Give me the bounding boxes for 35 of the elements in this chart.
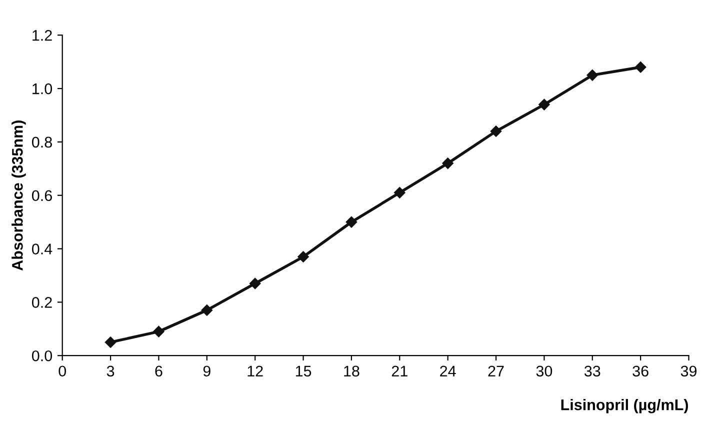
point xyxy=(153,326,164,338)
x-tick-label: 18 xyxy=(344,366,360,377)
y-tick-label: 1.2 xyxy=(32,30,52,41)
y-tick-label: 0.0 xyxy=(32,350,52,362)
x-tick-label: 30 xyxy=(536,366,552,377)
y-tick-label: 1.0 xyxy=(32,83,52,94)
x-tick-label: 24 xyxy=(440,366,456,376)
x-tick-label: 36 xyxy=(632,366,648,377)
y-tick-label: 0.2 xyxy=(32,297,52,308)
x-tick-label: 3 xyxy=(106,366,114,377)
x-tick-label: 15 xyxy=(296,366,312,377)
y-tick-label: 0.8 xyxy=(32,136,52,148)
y-axis-title: Absorbance (335nm) xyxy=(12,120,26,271)
x-tick-label: 27 xyxy=(488,366,504,376)
x-tick-label: 0 xyxy=(58,366,66,377)
x-tick-label: 21 xyxy=(392,366,408,376)
point xyxy=(104,336,116,348)
point xyxy=(249,278,261,290)
point xyxy=(442,158,454,169)
x-tick-label: 9 xyxy=(203,366,210,377)
x-tick-label: 12 xyxy=(248,366,263,376)
y-tick-label: 0.6 xyxy=(32,190,52,202)
y-tick-label: 0.4 xyxy=(32,244,52,254)
x-tick-label: 33 xyxy=(584,366,600,377)
point xyxy=(490,126,502,137)
point xyxy=(346,216,358,228)
x-axis-title: Lisinopril (µg/mL) xyxy=(561,399,688,414)
x-tick-label: 6 xyxy=(155,366,162,377)
point xyxy=(538,98,550,110)
point xyxy=(298,251,309,262)
point xyxy=(394,187,406,198)
point xyxy=(201,304,213,316)
x-tick-label: 39 xyxy=(680,366,697,377)
point xyxy=(634,62,646,73)
point xyxy=(586,70,598,81)
